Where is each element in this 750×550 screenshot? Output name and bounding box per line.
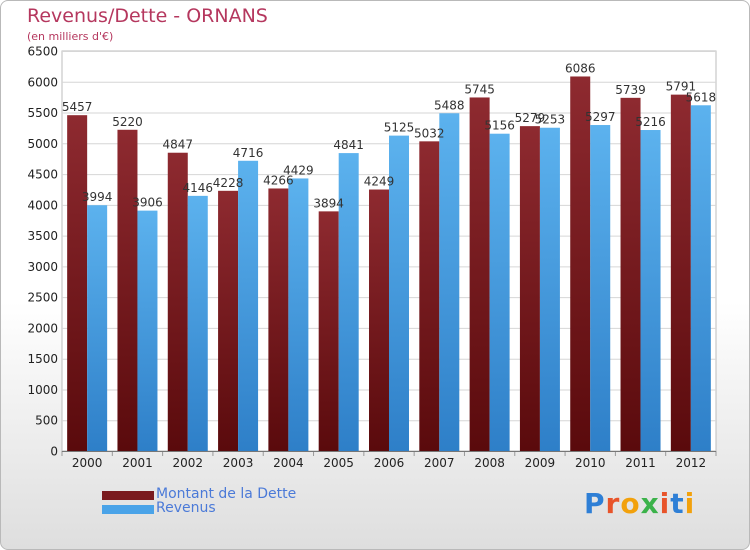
y-tick-label: 3500 [27,229,58,243]
y-tick-label: 5500 [27,106,58,120]
bar-dette [469,97,490,451]
x-tick-label: 2002 [172,456,203,470]
x-tick-label: 2004 [273,456,304,470]
x-tick-label: 2010 [575,456,606,470]
bar-dette [167,152,188,451]
y-tick-label: 4000 [27,198,58,212]
x-tick-label: 2001 [122,456,153,470]
bar-revenus [439,113,460,452]
y-tick-label: 1000 [27,383,58,397]
data-label-dette: 4266 [263,173,294,187]
y-tick-label: 5000 [27,137,58,151]
data-label-revenus: 5253 [535,113,566,127]
bar-dette [67,115,88,451]
data-label-revenus: 5125 [384,121,415,135]
data-label-revenus: 5216 [635,115,666,129]
bar-revenus [590,125,611,452]
y-tick-label: 3000 [27,260,58,274]
y-tick-label: 500 [35,414,58,428]
data-label-revenus: 5618 [686,90,717,104]
data-label-revenus: 4841 [333,138,364,152]
bar-dette [369,189,389,451]
x-tick-label: 2000 [72,456,103,470]
data-label-dette: 5279 [515,111,546,125]
data-label-dette: 4249 [364,175,395,189]
y-tick-label: 6000 [27,75,58,89]
data-label-dette: 4228 [213,176,244,190]
data-label-dette: 3894 [313,196,344,210]
bar-revenus [389,135,409,451]
bar-revenus [288,178,309,451]
data-label-revenus: 3994 [82,190,113,204]
x-tick-label: 2012 [676,456,707,470]
data-label-dette: 5032 [414,126,445,140]
x-tick-label: 2011 [625,456,656,470]
legend-swatch-dette [102,491,154,500]
data-label-revenus: 5297 [585,110,616,124]
bar-dette [318,211,339,451]
bar-revenus [489,133,510,451]
legend-swatch-revenus [102,505,154,514]
data-label-revenus: 5156 [484,119,515,133]
y-tick-label: 4500 [27,168,58,182]
y-tick-label: 0 [50,445,58,459]
bar-dette [620,97,641,451]
y-tick-label: 6500 [27,45,58,59]
bar-revenus [338,153,359,452]
x-tick-label: 2009 [525,456,556,470]
bar-revenus [690,105,711,452]
proxiti-logo: Proxiti [584,487,696,520]
data-label-dette: 5457 [62,100,93,114]
data-label-dette: 5739 [615,83,646,97]
bar-revenus [187,195,208,451]
bar-revenus [87,205,108,451]
bar-revenus [640,130,661,451]
bar-revenus [137,210,158,451]
data-label-revenus: 3906 [132,196,163,210]
x-tick-label: 2006 [374,456,405,470]
bar-dette [218,190,239,452]
bar-revenus [238,160,259,452]
chart-title: Revenus/Dette - ORNANS [27,5,268,27]
y-tick-label: 2000 [27,321,58,335]
bar-revenus [539,127,560,451]
bar-dette [670,94,691,451]
y-tick-label: 2500 [27,291,58,305]
data-label-revenus: 4146 [182,181,213,195]
bar-dette [268,188,289,451]
y-tick-label: 1500 [27,352,58,366]
data-label-revenus: 4429 [283,163,314,177]
bar-dette [419,141,440,452]
chart-subtitle: (en milliers d'€) [27,30,114,43]
data-label-revenus: 5488 [434,98,465,112]
legend-label-dette: Montant de la Dette [156,486,297,502]
data-label-dette: 5791 [666,80,697,94]
x-tick-label: 2008 [474,456,505,470]
x-tick-label: 2007 [424,456,455,470]
legend-label-revenus: Revenus [156,500,216,516]
data-label-dette: 5220 [112,115,143,129]
bar-dette [570,76,591,451]
data-label-dette: 6086 [565,61,596,75]
bar-dette [519,126,540,451]
x-tick-label: 2003 [223,456,254,470]
data-label-dette: 5745 [464,82,495,96]
data-label-dette: 4847 [162,138,193,152]
data-label-revenus: 4716 [233,146,264,160]
x-tick-label: 2005 [323,456,354,470]
bar-dette [117,129,138,451]
